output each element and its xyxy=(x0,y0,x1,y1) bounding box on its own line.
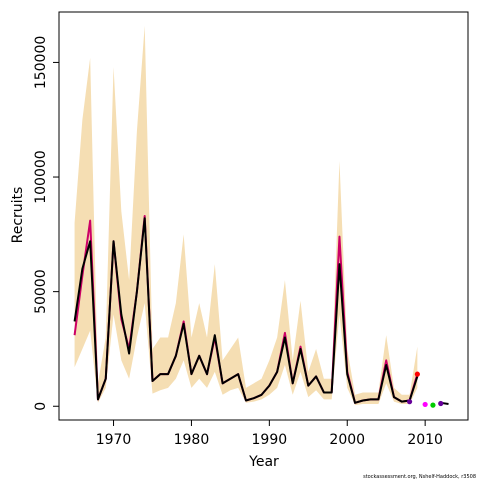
data-point-1 xyxy=(406,399,413,405)
data-point-5 xyxy=(438,400,444,407)
y-tick-label-100000: 100000 xyxy=(33,150,49,203)
confidence-band xyxy=(74,25,418,406)
confidence-band-layer xyxy=(74,25,418,406)
data-point-3 xyxy=(422,401,428,408)
y-tick-label-50000: 50000 xyxy=(33,269,49,314)
data-point-4 xyxy=(430,402,436,408)
x-tick-label-1980: 1980 xyxy=(174,432,210,448)
y-tick-label-150000: 150000 xyxy=(33,36,49,89)
credit-text: stockassessment.org, Nshelf-Haddock, r35… xyxy=(363,474,476,480)
data-point-2 xyxy=(414,371,420,377)
series-line-1-seg-1 xyxy=(73,217,419,404)
x-axis-label: Year xyxy=(248,454,279,470)
y-axis: 0 50000 100000 150000 xyxy=(33,36,59,411)
points-layer xyxy=(406,371,444,408)
x-tick-label-1970: 1970 xyxy=(96,432,132,448)
y-axis-label: Recruits xyxy=(10,187,26,244)
x-tick-label-2000: 2000 xyxy=(329,432,365,448)
x-axis: 1970 1980 1990 2000 2010 xyxy=(96,420,443,448)
y-tick-label-0: 0 xyxy=(33,402,49,411)
plot-frame xyxy=(58,11,469,421)
x-tick-label-2010: 2010 xyxy=(407,432,443,448)
x-tick-label-1990: 1990 xyxy=(252,432,288,448)
